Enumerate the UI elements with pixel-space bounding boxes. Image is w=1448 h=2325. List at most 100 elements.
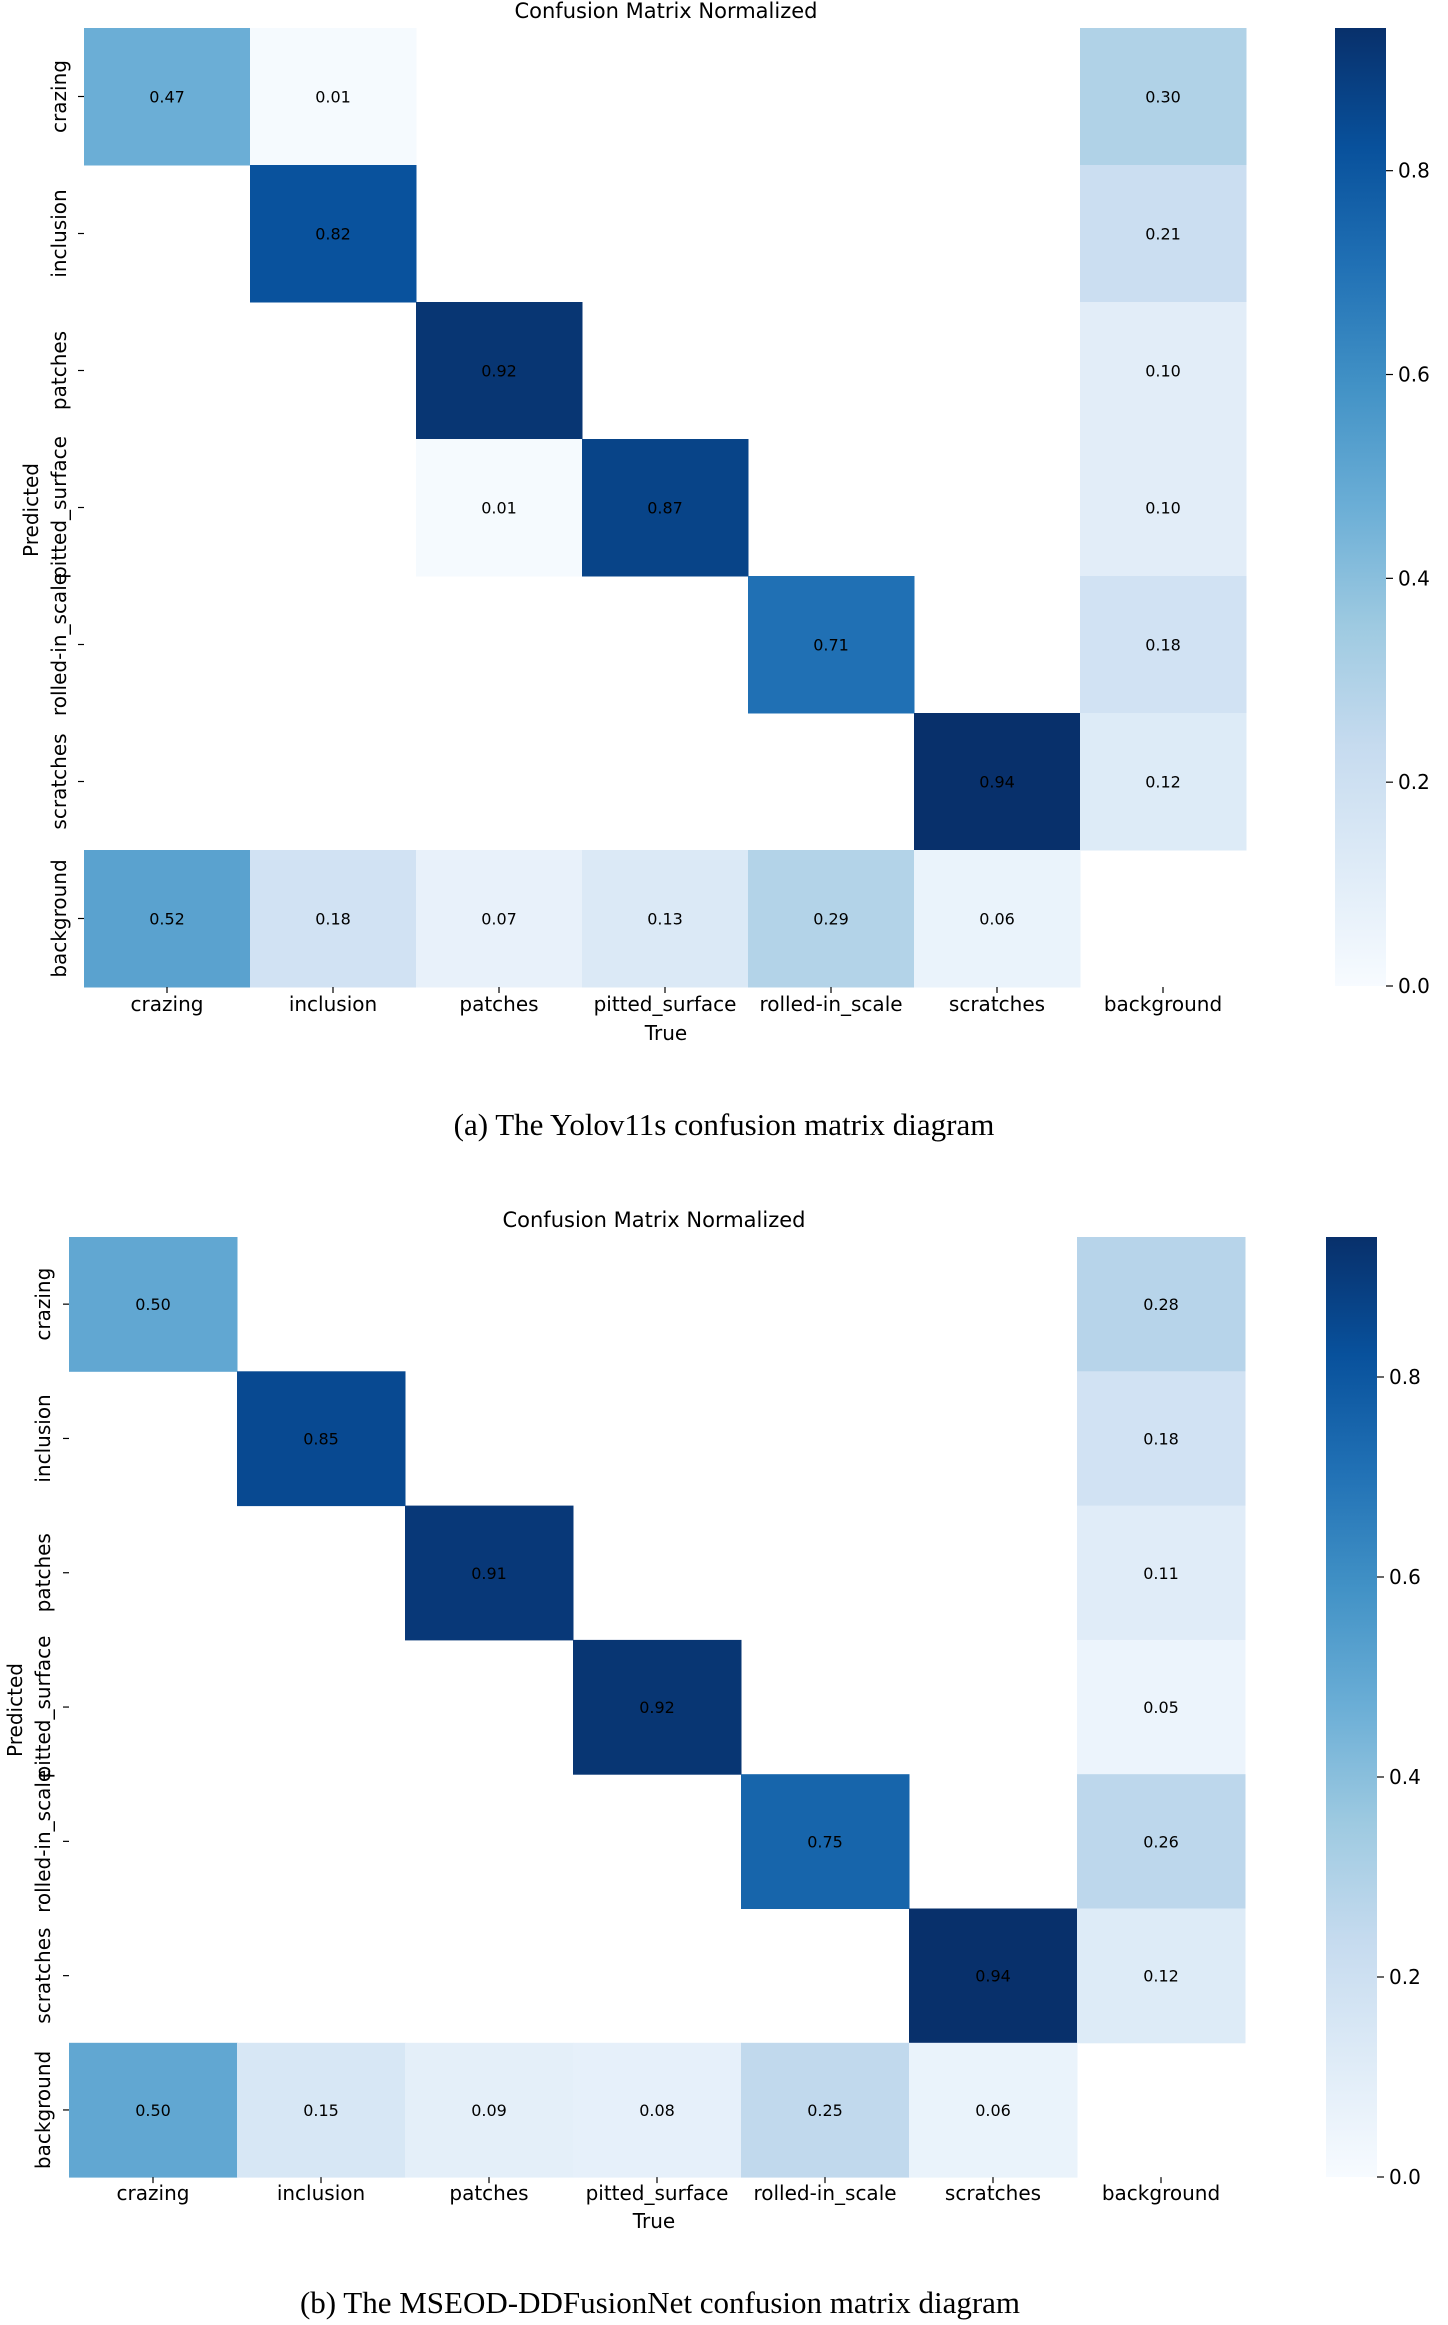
cell-value-label: 0.50 [135, 1295, 171, 1314]
colorbar [1326, 1237, 1377, 2177]
heatmap-cell [1080, 439, 1247, 577]
heatmap-cell [1080, 713, 1247, 851]
heatmap-cell [741, 2042, 910, 2178]
colorbar-ticks: 0.0 0.2 0.4 0.6 0.8 [1377, 1365, 1421, 2189]
y-tick-label: pitted_surface [31, 1636, 55, 1779]
y-tick-label: inclusion [47, 189, 71, 277]
y-tick-label: patches [47, 331, 71, 410]
cell-value-label: 0.26 [1143, 1832, 1179, 1851]
colorbar-tick-label: 0.8 [1398, 159, 1430, 183]
x-tick-label: inclusion [289, 992, 377, 1016]
heatmap-cell [237, 2042, 406, 2178]
heatmap-cell [1077, 1639, 1246, 1775]
heatmap-cell [405, 2042, 574, 2178]
colorbar-tick-label: 0.0 [1398, 974, 1430, 998]
cell-value-label: 0.29 [813, 910, 849, 929]
heatmap-cell [1077, 1908, 1246, 2044]
cell-value-label: 0.92 [639, 1698, 675, 1717]
heatmap-cell [84, 850, 251, 988]
heatmap-cell [1077, 1371, 1246, 1507]
cell-value-label: 0.75 [807, 1832, 843, 1851]
colorbar-tick-label: 0.2 [1398, 770, 1430, 794]
cell-value-label: 0.85 [303, 1429, 339, 1448]
heatmap-cell [909, 2042, 1078, 2178]
cell-value-label: 0.94 [975, 1967, 1011, 1986]
cell-value-label: 0.18 [1145, 636, 1181, 655]
y-tick-labels: crazing inclusion patches pitted_surfacerol… [31, 1268, 69, 2169]
colorbar-tick-label: 0.4 [1398, 566, 1430, 590]
figure-caption: (b) The MSEOD-DDFusionNet confusion matr… [300, 2285, 1020, 2320]
heatmap-cell [1080, 28, 1247, 166]
colorbar-tick-label: 0.8 [1389, 1365, 1421, 1389]
heatmap-cell [237, 1371, 406, 1507]
confusion-matrix-mseod-ddfusionnet: Confusion Matrix Normalized 0.50 0.28 0.85… [3, 1208, 1421, 2320]
cell-value-label: 0.13 [647, 910, 683, 929]
cell-value-label: 0.10 [1145, 499, 1181, 518]
y-tick-labels: crazing inclusion patches pitted_surfacerol… [47, 60, 84, 978]
colorbar-tick-label: 0.0 [1389, 2165, 1421, 2189]
cell-value-label: 0.82 [315, 225, 351, 244]
cell-value-label: 0.21 [1145, 225, 1181, 244]
cell-value-label: 0.05 [1143, 1698, 1179, 1717]
colorbar-tick-label: 0.6 [1389, 1565, 1421, 1589]
heatmap-cell [582, 439, 749, 577]
cell-value-label: 0.15 [303, 2101, 339, 2120]
y-tick-label: rolled-in_scale [47, 573, 71, 716]
heatmap-cell [1077, 1505, 1246, 1641]
heatmap-cell [69, 1237, 238, 1372]
cell-value-label: 0.06 [975, 2101, 1011, 2120]
y-tick-label: scratches [47, 733, 71, 829]
cell-value-label: 0.71 [813, 636, 849, 655]
cell-value-label: 0.92 [481, 362, 517, 381]
cell-value-label: 0.28 [1143, 1295, 1179, 1314]
chart-title: Confusion Matrix Normalized [514, 0, 817, 23]
x-tick-label: rolled-in_scale [753, 2181, 896, 2205]
cell-value-label: 0.12 [1143, 1967, 1179, 1986]
y-tick-label: background [47, 859, 71, 977]
x-tick-label: crazing [117, 2181, 190, 2205]
heatmap-cell [416, 850, 583, 988]
cell-value-label: 0.94 [979, 773, 1015, 792]
heatmap-cell [748, 576, 915, 714]
cell-value-label: 0.01 [315, 88, 351, 107]
cell-value-label: 0.47 [149, 88, 185, 107]
heatmap-cell [405, 1505, 574, 1641]
heatmap-cell [416, 302, 583, 440]
cell-value-label: 0.07 [481, 910, 517, 929]
x-axis-label: True [632, 2209, 675, 2233]
cell-value-label: 0.18 [315, 910, 351, 929]
heatmap-cell [250, 850, 417, 988]
figure-caption: (a) The Yolov11s confusion matrix diagra… [454, 1107, 995, 1142]
heatmap-cell [84, 28, 251, 166]
y-tick-label: rolled-in_scale [31, 1770, 55, 1913]
heatmap-cell [741, 1774, 910, 1909]
chart-title: Confusion Matrix Normalized [502, 1208, 805, 1232]
x-tick-label: patches [449, 2181, 528, 2205]
heatmap-cell [1077, 1237, 1246, 1372]
colorbar [1335, 28, 1386, 986]
y-tick-label: scratches [31, 1928, 55, 2024]
x-axis-label: True [644, 1021, 687, 1045]
cell-value-label: 0.06 [979, 910, 1015, 929]
heatmap-cell [909, 1908, 1078, 2044]
heatmap-cell [250, 165, 417, 303]
y-axis-label: Predicted [19, 463, 43, 557]
heatmap-cells: 0.50 0.28 0.85 0.18 0.91 0.11 0.92 0.05 0.75 0.26… [69, 1237, 1246, 2178]
cell-value-label: 0.12 [1145, 773, 1181, 792]
cell-value-label: 0.10 [1145, 362, 1181, 381]
cell-value-label: 0.18 [1143, 1429, 1179, 1448]
x-tick-label: background [1104, 992, 1222, 1016]
x-tick-label: patches [459, 992, 538, 1016]
x-tick-labels: crazing inclusion patches pitted_surface rol… [117, 2177, 1220, 2205]
cell-value-label: 0.09 [471, 2101, 507, 2120]
x-tick-label: crazing [131, 992, 204, 1016]
heatmap-cell [416, 439, 583, 577]
heatmap-cell [1080, 302, 1247, 440]
x-tick-label: scratches [949, 992, 1045, 1016]
heatmap-cell [573, 2042, 742, 2178]
cell-value-label: 0.87 [647, 499, 683, 518]
heatmap-cell [582, 850, 749, 988]
cell-value-label: 0.91 [471, 1564, 507, 1583]
cell-value-label: 0.52 [149, 910, 185, 929]
